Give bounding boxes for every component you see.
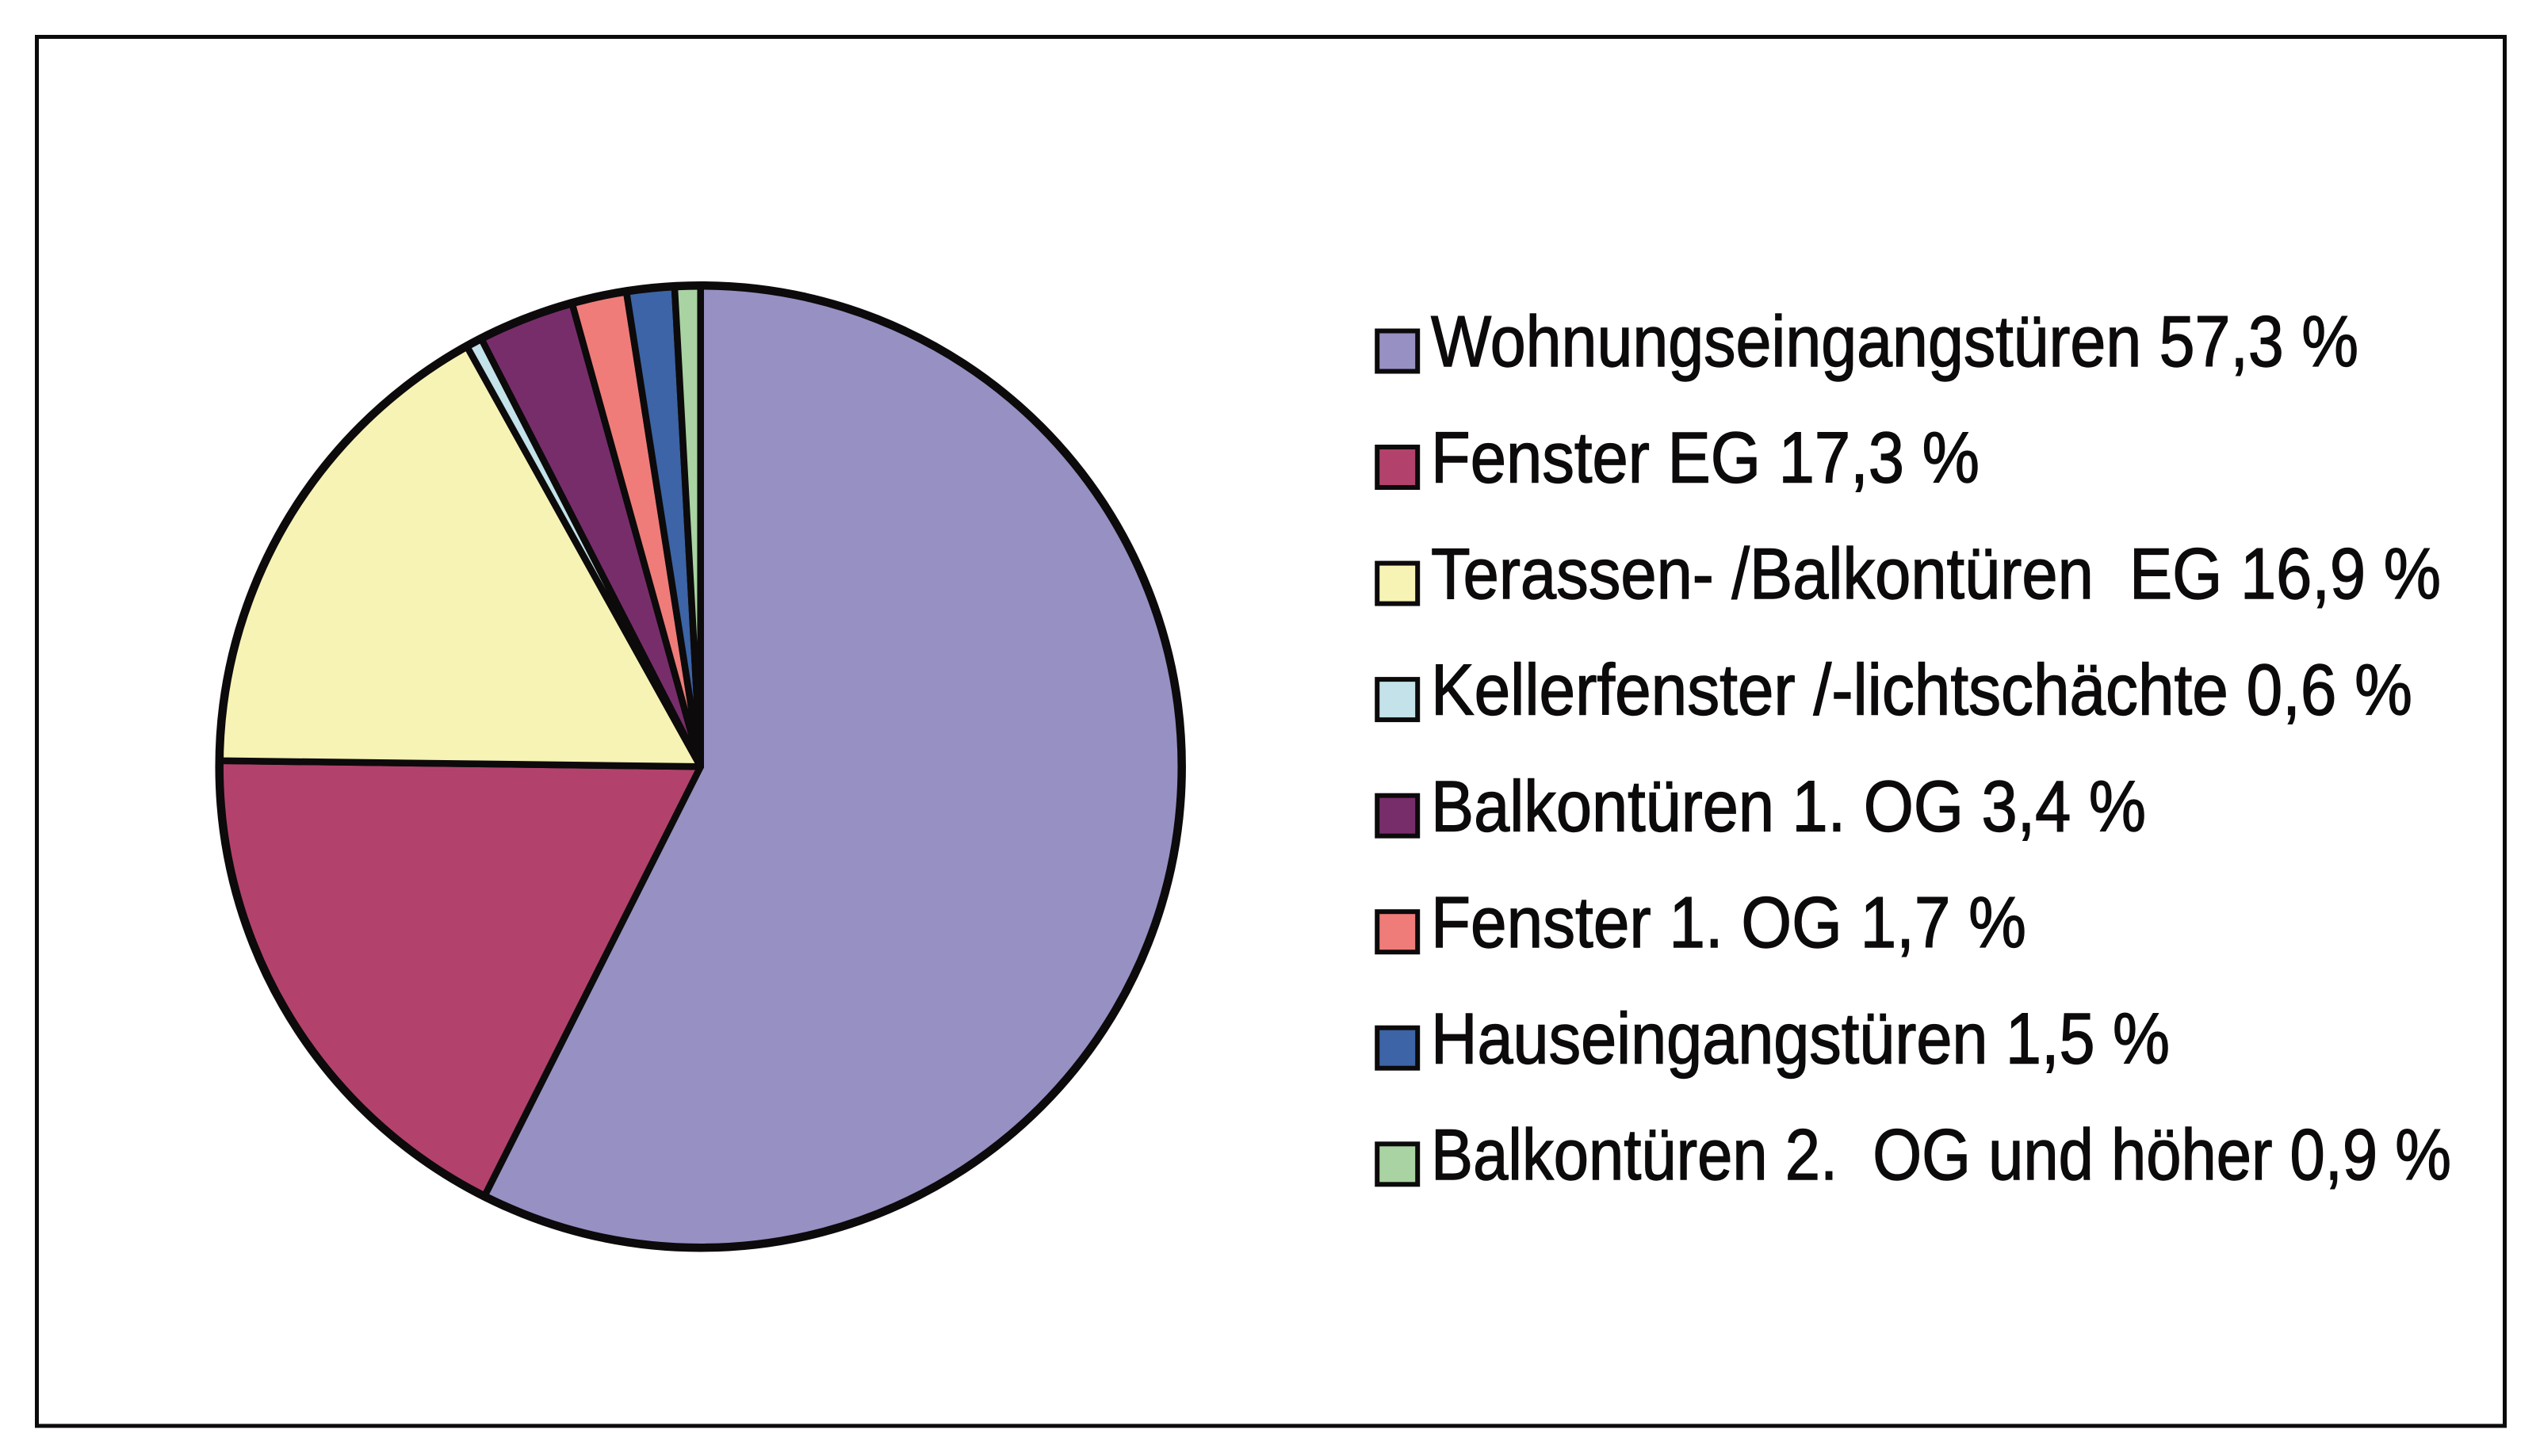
svg-text:Terassen- /Balkontüren EG 16,: Terassen- /Balkontüren EG 16,9 % xyxy=(1431,534,2441,614)
svg-text:Hauseingangstüren 1,5 %: Hauseingangstüren 1,5 % xyxy=(1431,999,2170,1079)
svg-text:Fenster EG 17,3 %: Fenster EG 17,3 % xyxy=(1431,418,1980,499)
svg-text:Balkontüren 1. OG 3,4 %: Balkontüren 1. OG 3,4 % xyxy=(1431,766,2146,846)
svg-text:Balkontüren 2. OG und höher 0: Balkontüren 2. OG und höher 0,9 % xyxy=(1431,1115,2451,1195)
svg-text:Wohnungseingangstüren 57,3 %: Wohnungseingangstüren 57,3 % xyxy=(1431,302,2358,382)
svg-text:Kellerfenster /-lichtschächte: Kellerfenster /-lichtschächte 0,6 % xyxy=(1431,651,2412,731)
svg-text:Fenster 1. OG 1,7 %: Fenster 1. OG 1,7 % xyxy=(1431,883,2026,963)
